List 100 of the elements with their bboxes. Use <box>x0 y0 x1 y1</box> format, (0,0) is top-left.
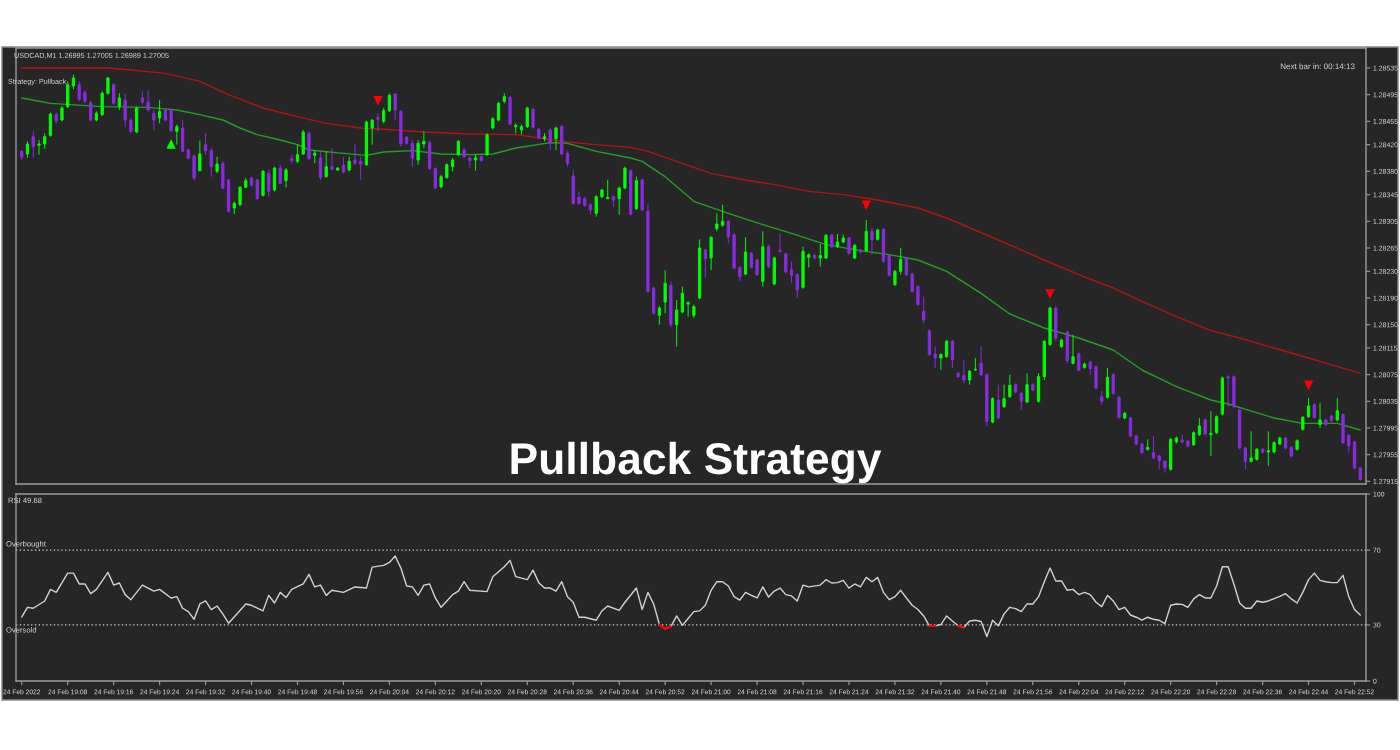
candlestick <box>617 186 621 216</box>
point <box>373 95 383 106</box>
candlestick <box>267 169 271 198</box>
candlestick <box>922 296 926 324</box>
candlestick <box>824 233 828 260</box>
candlestick <box>502 92 506 104</box>
candlestick <box>1226 374 1230 408</box>
candlestick <box>1163 459 1167 474</box>
candlestick <box>221 160 225 190</box>
candlestick <box>669 280 673 328</box>
candlestick <box>761 230 765 288</box>
candlestick <box>157 99 162 124</box>
candlestick <box>1100 390 1104 406</box>
candlestick <box>933 346 937 369</box>
candlestick <box>812 253 817 260</box>
candlestick <box>835 233 840 249</box>
candlestick <box>916 284 920 307</box>
candlestick <box>1306 397 1311 419</box>
candlestick <box>732 232 736 270</box>
candlestick <box>60 105 64 122</box>
candlestick <box>646 203 650 294</box>
candlestick <box>1232 374 1236 409</box>
candlestick <box>163 108 167 122</box>
candlestick <box>255 178 259 201</box>
candlestick <box>893 269 897 287</box>
candlestick <box>203 132 208 156</box>
point <box>1045 289 1055 299</box>
candlestick <box>20 149 24 161</box>
candlestick <box>376 112 380 132</box>
candlestick <box>870 227 874 256</box>
candlestick <box>1065 330 1069 364</box>
candlestick <box>410 139 415 168</box>
candlestick <box>514 122 518 134</box>
candlestick <box>899 247 903 276</box>
candlestick <box>697 238 702 300</box>
point <box>1303 380 1314 391</box>
candlestick <box>1146 438 1150 452</box>
candlestick <box>313 149 317 164</box>
candlestick <box>318 150 323 181</box>
candlestick <box>1203 418 1207 436</box>
candlestick <box>1105 367 1110 400</box>
candlestick <box>1111 372 1115 396</box>
candlestick <box>456 139 460 157</box>
candlestick <box>238 185 242 207</box>
candlestick <box>1031 382 1035 392</box>
candlestick <box>496 101 501 122</box>
candlestick <box>726 219 730 244</box>
candlestick <box>399 109 403 148</box>
candlestick <box>1157 454 1161 470</box>
candlestick <box>1186 439 1190 448</box>
candlestick <box>853 243 857 260</box>
candlestick <box>1042 339 1046 381</box>
candlestick <box>353 144 357 166</box>
candlestick <box>307 130 311 161</box>
candlestick <box>244 177 248 189</box>
candlestick <box>468 156 472 169</box>
candlestick <box>1008 374 1012 399</box>
candlestick <box>634 176 639 211</box>
candlestick <box>215 156 219 174</box>
point <box>166 139 176 149</box>
text: Pullback Strategy <box>511 441 882 484</box>
candlestick <box>1019 391 1023 411</box>
candlestick <box>364 120 369 167</box>
candlestick <box>985 372 989 427</box>
candlestick <box>1220 376 1225 416</box>
candlestick <box>336 166 340 172</box>
candlestick <box>881 227 886 264</box>
candlestick <box>1278 436 1282 446</box>
line-series <box>21 97 1361 431</box>
candlestick <box>979 346 983 377</box>
candlestick <box>462 147 466 159</box>
candlestick <box>571 169 575 206</box>
candlestick <box>950 339 955 369</box>
candlestick <box>1117 395 1121 420</box>
candlestick <box>738 265 742 282</box>
candlestick <box>382 107 386 124</box>
candlestick <box>198 140 202 172</box>
candlestick <box>945 339 949 359</box>
candlestick <box>31 130 35 159</box>
candlestick <box>1077 352 1081 372</box>
candlestick <box>485 132 489 157</box>
candlestick <box>560 124 564 156</box>
candlestick <box>531 107 535 130</box>
annotation: Next bar in: 00:14:13 <box>1280 63 1355 70</box>
candlestick <box>1054 306 1058 342</box>
candlestick <box>387 92 392 113</box>
candlestick <box>422 130 426 149</box>
candlestick <box>445 162 449 180</box>
candlestick <box>996 384 1000 420</box>
candlestick <box>491 116 495 130</box>
candlestick <box>1036 372 1041 404</box>
candlestick <box>1123 411 1127 420</box>
candlestick <box>801 246 805 290</box>
candlestick <box>542 132 547 142</box>
candlestick <box>106 76 110 96</box>
candlestick <box>83 89 87 104</box>
candlestick <box>692 304 696 319</box>
candlestick <box>1140 442 1144 455</box>
candlestick <box>359 156 363 181</box>
candlestick <box>847 236 851 256</box>
